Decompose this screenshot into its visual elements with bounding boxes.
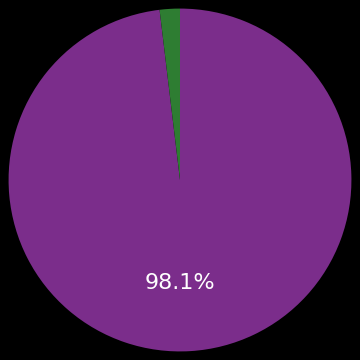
Text: 98.1%: 98.1%	[145, 273, 215, 293]
Wedge shape	[159, 9, 180, 180]
Wedge shape	[9, 9, 351, 351]
